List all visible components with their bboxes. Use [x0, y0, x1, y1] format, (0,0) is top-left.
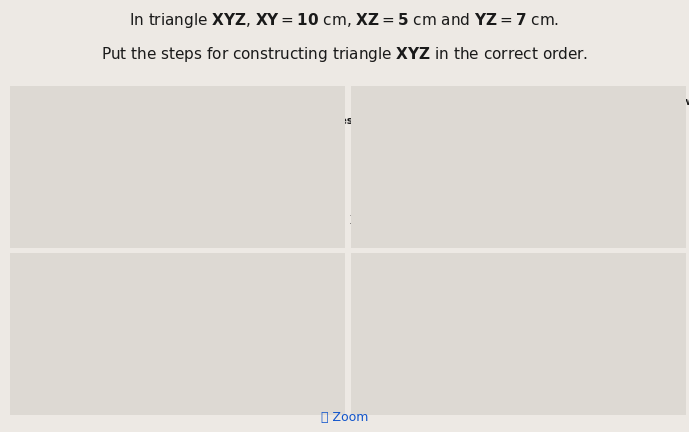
Text: Z: Z — [384, 157, 393, 170]
Text: Put the steps for constructing triangle $\mathbf{XYZ}$ in the correct order.: Put the steps for constructing triangle … — [101, 45, 588, 64]
Text: In triangle $\mathbf{XYZ}$, $\mathbf{XY} = \mathbf{10}$ cm, $\mathbf{XZ} = \math: In triangle $\mathbf{XYZ}$, $\mathbf{XY}… — [130, 11, 559, 30]
Text: 10 cm: 10 cm — [130, 232, 165, 241]
Text: 10 cm: 10 cm — [490, 349, 526, 362]
Text: Draw side XY.: Draw side XY. — [473, 271, 564, 284]
Text: X: X — [16, 380, 25, 393]
Text: 7 cm: 7 cm — [194, 191, 221, 201]
Text: With the pair of compasses 7 cm wide,
and the tip of the compass at Y,
draw an a: With the pair of compasses 7 cm wide, an… — [485, 97, 689, 142]
Text: Draw sides XZ and YZ.
Leave all your construction lines: Draw sides XZ and YZ. Leave all your con… — [161, 105, 353, 126]
Text: D: D — [355, 257, 367, 273]
Text: Z: Z — [119, 158, 128, 171]
Text: X: X — [16, 222, 25, 235]
Text: Y: Y — [153, 380, 162, 393]
Text: X: X — [370, 341, 380, 354]
Text: A: A — [14, 91, 25, 106]
Text: B: B — [355, 91, 367, 106]
Text: 10 cm: 10 cm — [72, 390, 106, 400]
Text: 10 cm: 10 cm — [406, 224, 440, 234]
Text: C: C — [14, 257, 25, 273]
Text: With the pair of compasses 5 cm wide,
and the tip of the compass at X,
draw an a: With the pair of compasses 5 cm wide, an… — [110, 263, 339, 296]
Text: 5 cm: 5 cm — [46, 191, 74, 201]
Text: X: X — [350, 213, 360, 227]
Text: ⭕ Zoom: ⭕ Zoom — [321, 411, 368, 424]
Text: Y: Y — [487, 213, 496, 227]
Text: Y: Y — [270, 222, 279, 235]
Text: Y: Y — [637, 341, 646, 354]
